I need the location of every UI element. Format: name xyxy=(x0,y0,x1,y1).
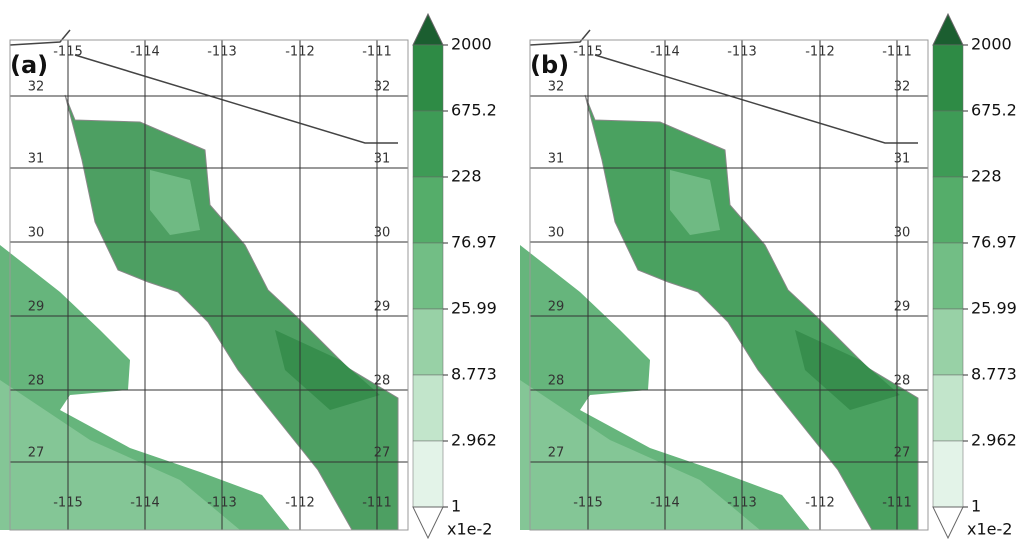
lat-label: 32 xyxy=(28,80,45,95)
colorbar-unit: x1e-2 xyxy=(967,520,1012,539)
lat-label: 27 xyxy=(894,446,911,461)
lat-label: 32 xyxy=(548,80,565,95)
lon-label: -111 xyxy=(362,45,392,60)
lat-label: 27 xyxy=(548,446,565,461)
colorbar-segment xyxy=(413,45,443,111)
colorbar-label: 228 xyxy=(451,167,482,186)
lat-label: 31 xyxy=(548,152,565,167)
colorbar-label: 2.962 xyxy=(451,431,497,450)
lat-label: 28 xyxy=(374,374,391,389)
colorbar-label: 8.773 xyxy=(451,365,497,384)
lon-label: -113 xyxy=(727,45,757,60)
lon-label: -115 xyxy=(53,496,83,511)
colorbar-min-triangle xyxy=(933,507,963,538)
colorbar-label: 76.97 xyxy=(451,233,497,252)
colorbar-label: 76.97 xyxy=(971,233,1017,252)
lon-label: -112 xyxy=(805,496,835,511)
lon-label: -114 xyxy=(650,496,680,511)
colorbar-label: 8.773 xyxy=(971,365,1017,384)
lat-label: 31 xyxy=(374,152,391,167)
lon-label: -113 xyxy=(207,496,237,511)
colorbar-min-triangle xyxy=(413,507,443,538)
lon-label: -111 xyxy=(882,45,912,60)
lat-label: 29 xyxy=(28,300,45,315)
colorbar-label: 2000 xyxy=(451,35,492,54)
colorbar-segment xyxy=(933,111,963,177)
lat-label: 31 xyxy=(894,152,911,167)
lat-label: 30 xyxy=(374,226,391,241)
colorbar-label: 228 xyxy=(971,167,1002,186)
colorbar-segment xyxy=(413,177,443,243)
colorbar-label: 675.2 xyxy=(451,101,497,120)
colorbar-label: 1 xyxy=(971,497,981,516)
lon-label: -111 xyxy=(882,496,912,511)
lat-label: 28 xyxy=(548,374,565,389)
panel-label: (a) xyxy=(10,51,48,79)
lat-label: 27 xyxy=(374,446,391,461)
lat-label: 30 xyxy=(894,226,911,241)
map-panel: -115 -115 -114 -114 -113 -113 -112 -112 -111 -111… xyxy=(0,14,497,539)
lat-label: 27 xyxy=(28,446,45,461)
lon-label: -115 xyxy=(573,496,603,511)
colorbar-max-triangle xyxy=(933,14,963,45)
lat-label: 28 xyxy=(28,374,45,389)
colorbar-segment xyxy=(413,375,443,441)
panel-label: (b) xyxy=(530,51,569,79)
colorbar-label: 25.99 xyxy=(451,299,497,318)
colorbar-max-triangle xyxy=(413,14,443,45)
colorbar-label: 2.962 xyxy=(971,431,1017,450)
colorbar-segment xyxy=(413,309,443,375)
colorbar-segment xyxy=(413,111,443,177)
colorbar-segment xyxy=(933,375,963,441)
lon-label: -114 xyxy=(130,45,160,60)
lat-label: 31 xyxy=(28,152,45,167)
colorbar-unit: x1e-2 xyxy=(447,520,492,539)
colorbar-label: 1 xyxy=(451,497,461,516)
lon-label: -112 xyxy=(285,496,315,511)
map-panel: -115 -115 -114 -114 -113 -113 -112 -112 -111 -111… xyxy=(520,14,1017,539)
colorbar-label: 25.99 xyxy=(971,299,1017,318)
colorbar-segment xyxy=(413,243,443,309)
lon-label: -113 xyxy=(207,45,237,60)
colorbar-label: 2000 xyxy=(971,35,1012,54)
lon-label: -111 xyxy=(362,496,392,511)
colorbar-segment xyxy=(933,177,963,243)
lon-label: -113 xyxy=(727,496,757,511)
lon-label: -112 xyxy=(285,45,315,60)
lat-label: 32 xyxy=(374,80,391,95)
colorbar-segment xyxy=(413,441,443,507)
lat-label: 29 xyxy=(894,300,911,315)
figure: -115 -115 -114 -114 -113 -113 -112 -112 -111 -111… xyxy=(0,0,1023,542)
colorbar-segment xyxy=(933,45,963,111)
colorbar-label: 675.2 xyxy=(971,101,1017,120)
lat-label: 28 xyxy=(894,374,911,389)
lon-label: -115 xyxy=(53,45,83,60)
lat-label: 30 xyxy=(28,226,45,241)
lon-label: -114 xyxy=(130,496,160,511)
lat-label: 29 xyxy=(374,300,391,315)
lon-label: -115 xyxy=(573,45,603,60)
lat-label: 32 xyxy=(894,80,911,95)
lat-label: 30 xyxy=(548,226,565,241)
lat-label: 29 xyxy=(548,300,565,315)
colorbar-segment xyxy=(933,309,963,375)
colorbar-segment xyxy=(933,243,963,309)
lon-label: -114 xyxy=(650,45,680,60)
colorbar-segment xyxy=(933,441,963,507)
lon-label: -112 xyxy=(805,45,835,60)
